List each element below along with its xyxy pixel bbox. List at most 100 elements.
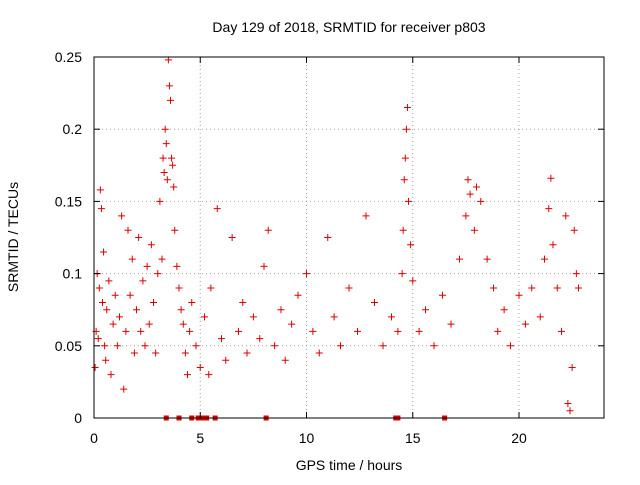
data-point xyxy=(362,212,370,220)
chart-title: Day 129 of 2018, SRMTID for receiver p80… xyxy=(212,19,485,35)
data-point xyxy=(379,342,387,350)
data-point xyxy=(141,342,149,350)
data-point xyxy=(277,306,285,314)
data-point xyxy=(549,241,557,249)
data-point xyxy=(124,226,132,234)
data-point xyxy=(309,327,317,335)
data-point xyxy=(102,356,110,364)
data-point xyxy=(122,327,130,335)
data-point xyxy=(169,161,177,169)
data-point xyxy=(137,327,145,335)
data-point xyxy=(470,226,478,234)
data-point xyxy=(133,306,140,314)
data-point xyxy=(171,226,179,234)
data-point xyxy=(545,205,553,213)
data-point xyxy=(572,270,580,278)
data-point xyxy=(464,176,472,184)
data-point xyxy=(568,363,576,371)
data-point xyxy=(218,335,225,343)
data-point xyxy=(256,335,264,343)
data-point xyxy=(207,284,215,292)
data-point xyxy=(156,197,164,205)
data-point xyxy=(165,82,173,90)
y-tick-label: 0.1 xyxy=(63,266,83,282)
data-point xyxy=(243,349,251,357)
data-point xyxy=(152,349,160,357)
axis-layer: 0 5 10 15 20 0 0.05 0.1 0.15 0.2 0.25 xyxy=(55,49,604,446)
data-point xyxy=(547,174,555,182)
data-point xyxy=(100,248,108,256)
data-point xyxy=(558,327,565,335)
data-point xyxy=(271,342,279,350)
data-point xyxy=(103,306,111,314)
data-point xyxy=(345,284,353,292)
data-point xyxy=(145,320,153,328)
data-point xyxy=(158,255,166,263)
y-tick-label: 0.25 xyxy=(55,49,82,65)
data-point xyxy=(192,342,200,350)
data-point xyxy=(330,313,338,321)
data-point xyxy=(188,298,196,306)
data-point xyxy=(235,327,242,335)
data-point xyxy=(528,284,536,292)
data-point xyxy=(405,197,412,205)
data-point xyxy=(398,270,406,278)
data-point xyxy=(147,241,155,249)
data-point xyxy=(94,335,102,343)
data-point xyxy=(473,183,480,191)
data-point xyxy=(562,212,570,220)
data-point xyxy=(184,371,191,379)
data-point xyxy=(162,140,170,148)
data-point xyxy=(130,349,138,357)
data-point xyxy=(109,320,117,328)
data-point xyxy=(260,262,268,270)
data-point xyxy=(128,255,136,263)
data-point xyxy=(570,226,578,234)
data-point xyxy=(566,407,574,415)
data-point xyxy=(143,262,151,270)
data-point xyxy=(541,255,548,263)
y-tick-label: 0 xyxy=(74,410,82,426)
grid-layer xyxy=(94,57,604,418)
data-point xyxy=(394,327,402,335)
data-point xyxy=(168,154,176,162)
x-tick-label: 10 xyxy=(299,430,315,446)
data-point xyxy=(407,241,415,249)
data-point xyxy=(466,190,474,198)
data-point xyxy=(173,262,181,270)
y-tick-label: 0.2 xyxy=(63,121,83,137)
data-point xyxy=(315,349,323,357)
data-point xyxy=(371,298,378,306)
data-point xyxy=(118,212,126,220)
data-point xyxy=(99,298,106,306)
data-point xyxy=(507,342,514,350)
data-point xyxy=(403,104,411,112)
data-point xyxy=(401,154,409,162)
data-point xyxy=(159,154,167,162)
data-point xyxy=(409,277,417,285)
data-point xyxy=(483,255,491,263)
data-point xyxy=(249,313,257,321)
data-point xyxy=(205,371,213,379)
data-point xyxy=(447,320,455,328)
data-point xyxy=(337,342,344,350)
data-point xyxy=(500,306,508,314)
data-point xyxy=(264,226,272,234)
data-point xyxy=(113,342,121,350)
data-point xyxy=(161,125,169,133)
x-tick-label: 20 xyxy=(511,430,527,446)
data-point xyxy=(399,226,407,234)
data-point xyxy=(288,320,296,328)
data-point xyxy=(462,212,470,220)
data-point xyxy=(400,176,408,184)
data-point xyxy=(135,234,143,241)
data-point xyxy=(201,313,208,321)
data-point xyxy=(139,277,147,285)
data-point xyxy=(179,320,187,328)
y-tick-label: 0.05 xyxy=(55,338,82,354)
data-point xyxy=(553,284,561,292)
points-layer xyxy=(91,56,582,421)
data-point xyxy=(222,356,230,364)
plot-frame xyxy=(93,56,605,419)
x-tick-label: 5 xyxy=(196,430,204,446)
